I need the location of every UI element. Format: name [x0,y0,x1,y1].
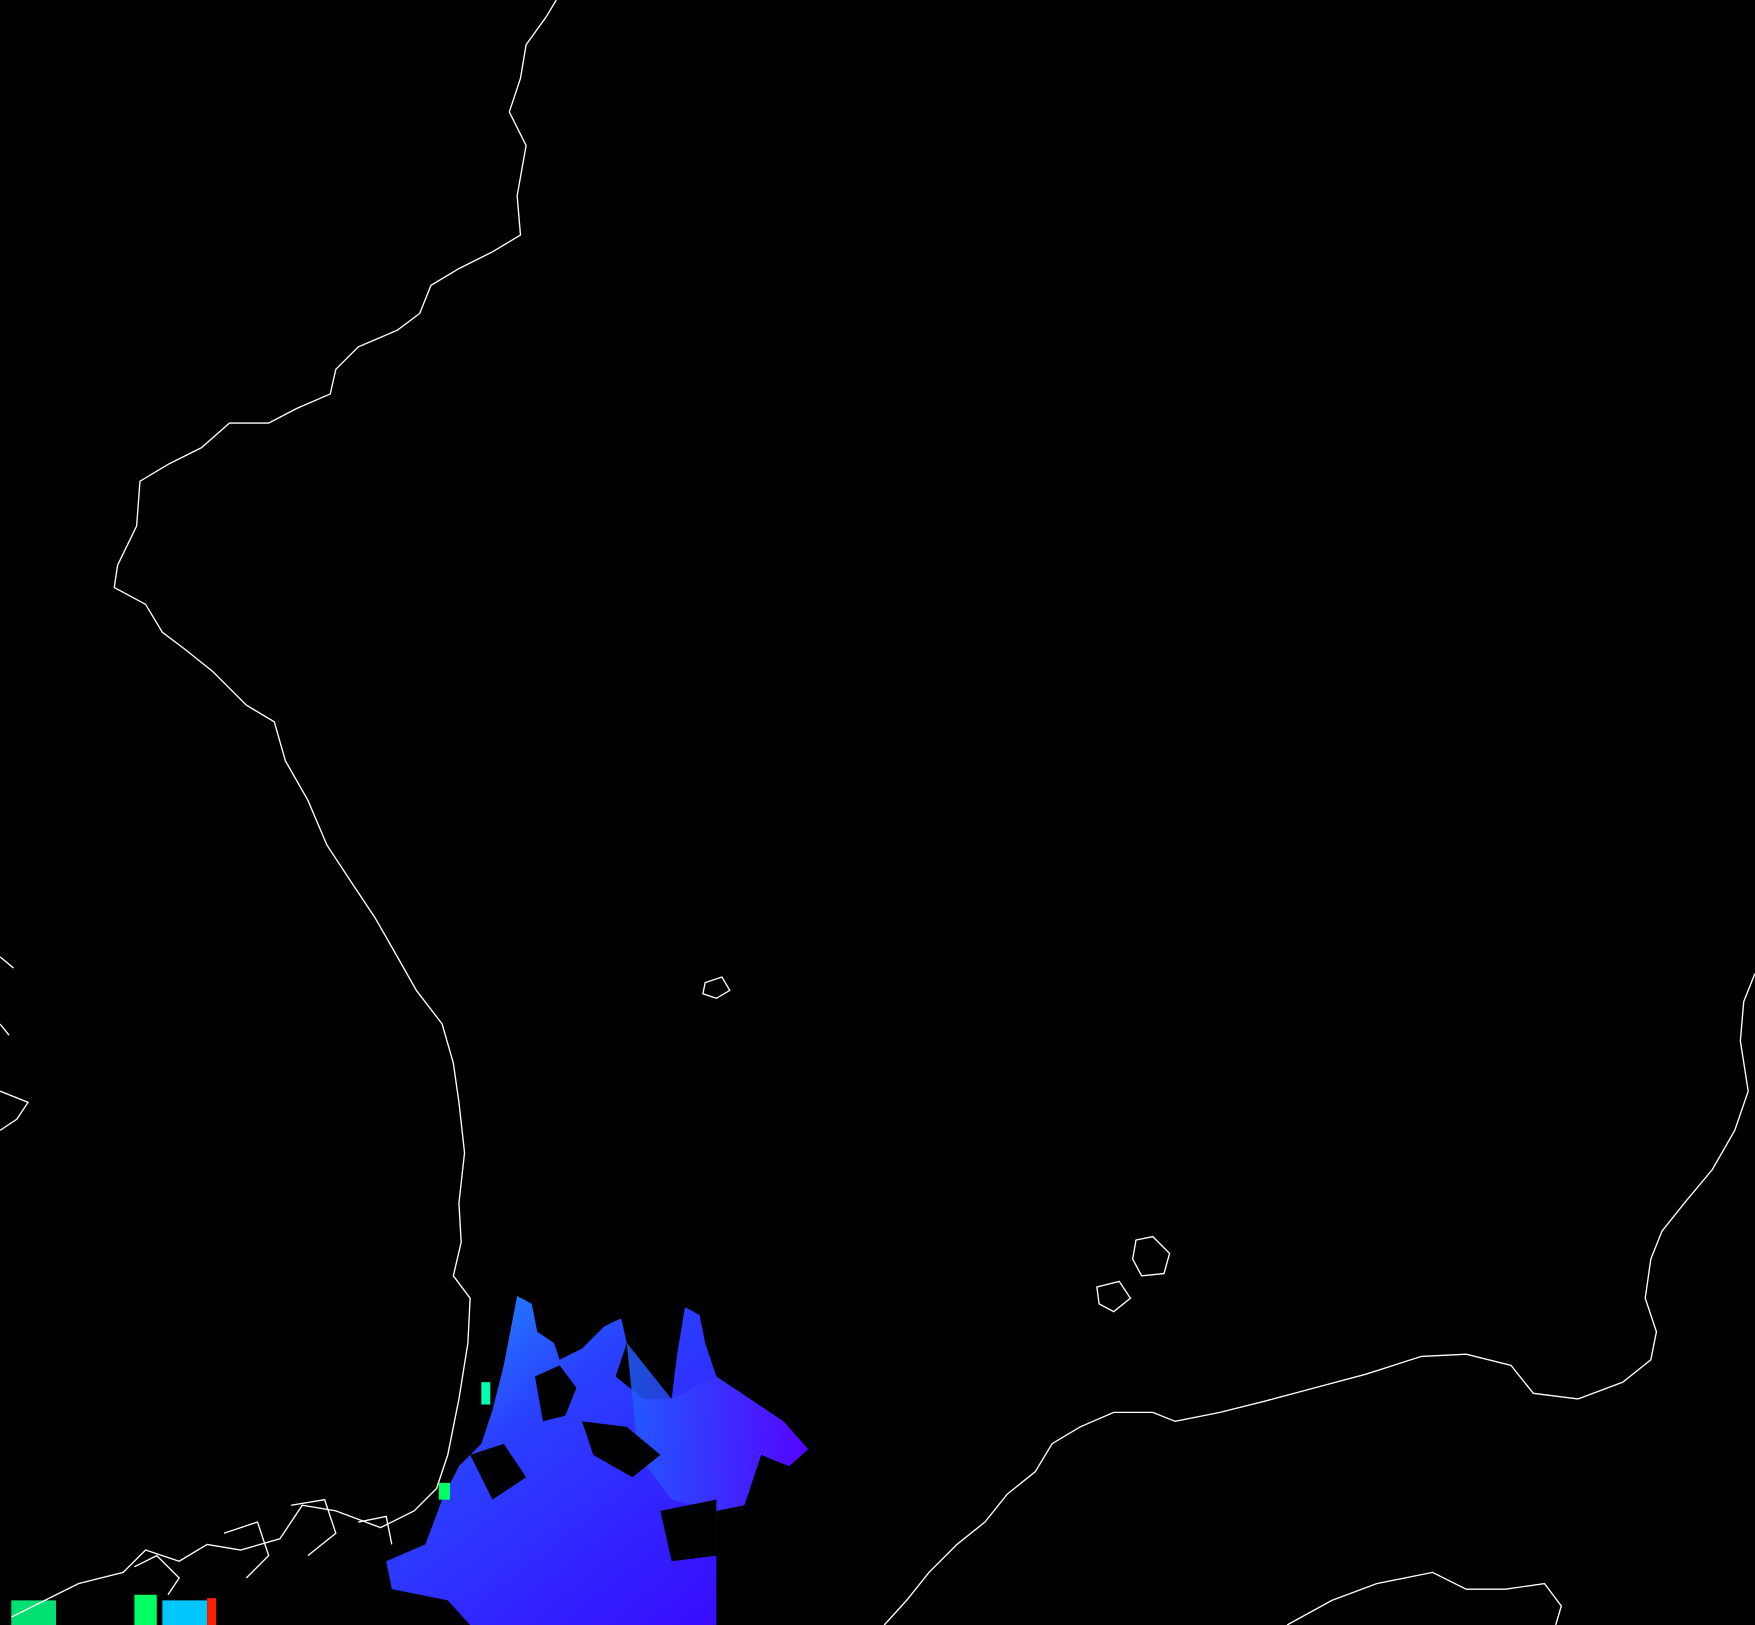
ocean-color-patch-east [626,1342,809,1511]
data-overlay [11,1295,809,1625]
western-edge-coastline [0,956,30,1131]
data-gap [470,1365,717,1562]
coastal-high-values [207,1598,217,1625]
island [702,976,731,1000]
western-coastline [10,0,557,1618]
island [1131,1235,1171,1277]
coastal-high-values [134,1594,157,1625]
island [1096,1280,1132,1313]
southern-coastline [1286,1571,1563,1625]
coastal-high-values [11,1600,57,1625]
coastal-high-values [481,1382,491,1405]
coastal-high-values [438,1482,450,1500]
eastern-coastline [883,973,1755,1625]
coastal-high-values [162,1600,208,1625]
coastal-islands [134,1498,393,1596]
